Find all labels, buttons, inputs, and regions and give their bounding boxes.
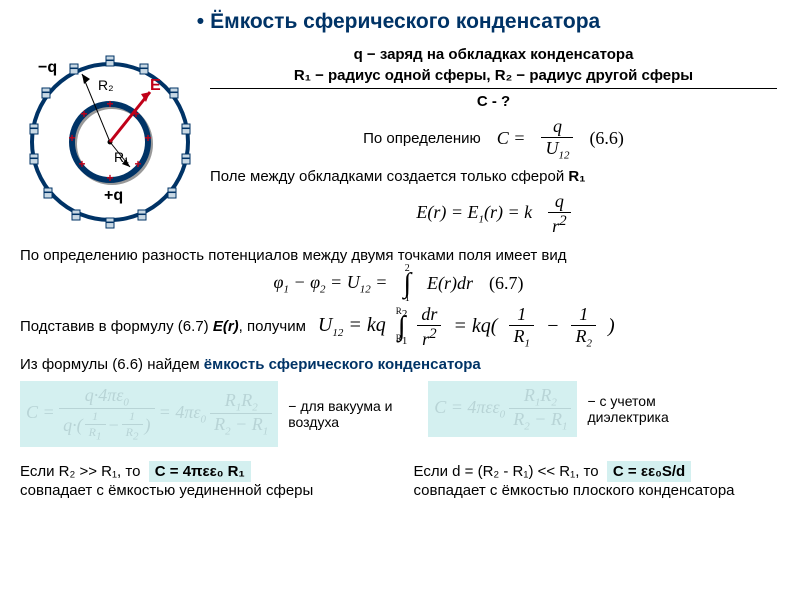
limit-left: Если R₂ >> R₁, то С = 4πεε₀ R₁ совпадает…	[20, 461, 384, 499]
E-of-r: E(r) = E1(r) = k qr2	[210, 191, 777, 237]
potential-def-text: По определению разность потенциалов межд…	[20, 247, 777, 264]
definitions: q − заряд на обкладках конденсатора R₁ −…	[200, 42, 777, 243]
svg-text:−: −	[168, 184, 176, 200]
left-note: совпадает с ёмкостью уединенной сферы	[20, 482, 384, 499]
eq66-num: (6.6)	[589, 128, 624, 149]
svg-text:−: −	[44, 184, 52, 200]
svg-text:R₂: R₂	[98, 77, 114, 93]
vac-label: − для вакуума и воздуха	[288, 398, 398, 430]
diel-label: − с учетом диэлектрика	[587, 393, 687, 425]
svg-text:−: −	[140, 60, 148, 76]
right-result: С = εε₀S/d	[607, 461, 691, 482]
results-row: C = q·4πε0 q·( 1R1 − 1R2 ) = 4πε0 R1R2R2…	[20, 381, 777, 447]
header-row: − − − − − − − − − − − − − − + + + +	[20, 42, 777, 243]
q-def: q − заряд на обкладках конденсатора	[354, 46, 634, 63]
C-formula: C =	[497, 128, 526, 149]
svg-text:−: −	[106, 214, 114, 230]
eq67-num: (6.7)	[489, 273, 524, 294]
capacitor-diagram: − − − − − − − − − − − − − − + + + +	[20, 42, 200, 232]
svg-text:−q: −q	[38, 59, 57, 76]
svg-text:+: +	[132, 107, 139, 121]
field-text: Поле между обкладками создается только с…	[210, 168, 777, 185]
svg-text:−: −	[42, 84, 50, 100]
svg-text:−: −	[70, 60, 78, 76]
subst-row: Подставив в формулу (6.7) E(r), получим …	[20, 304, 777, 350]
bullet-icon: •	[197, 10, 204, 33]
C-dielectric-formula: C = 4πεε0 R1R2R2 − R1	[428, 381, 577, 437]
svg-text:−: −	[30, 120, 38, 136]
svg-text:−: −	[30, 150, 38, 166]
svg-text:R₁: R₁	[114, 149, 129, 165]
svg-text:−: −	[170, 84, 178, 100]
eq-6-7: φ1 − φ2 = U12 = 2∫1 E(r)dr (6.7)	[20, 270, 777, 298]
svg-text:+: +	[106, 171, 113, 185]
by-def-label: По определению	[363, 130, 481, 147]
svg-text:−: −	[72, 206, 80, 222]
C-question: С - ?	[477, 93, 510, 110]
R-def: R₁ − радиус одной сферы, R₂ − радиус дру…	[294, 67, 693, 84]
svg-text:+: +	[78, 157, 85, 171]
svg-text:−: −	[182, 120, 190, 136]
svg-text:+: +	[80, 107, 87, 121]
right-note: совпадает с ёмкостью плоского конденсато…	[414, 482, 778, 499]
title-text: Ёмкость сферического конденсатора	[210, 10, 600, 33]
svg-text:+: +	[68, 131, 75, 145]
left-result: С = 4πεε₀ R₁	[149, 461, 251, 482]
svg-text:−: −	[182, 150, 190, 166]
svg-text:E: E	[150, 77, 161, 94]
svg-text:+: +	[144, 131, 151, 145]
from-66: Из формулы (6.6) найдем ёмкость сферичес…	[20, 356, 777, 373]
svg-text:+q: +q	[104, 187, 123, 204]
divider	[210, 88, 777, 89]
eq-6-6: По определению C = qU12 (6.6)	[210, 116, 777, 162]
C-vacuum-formula: C = q·4πε0 q·( 1R1 − 1R2 ) = 4πε0 R1R2R2…	[20, 381, 278, 447]
svg-text:−: −	[138, 206, 146, 222]
limit-right: Если d = (R₂ - R₁) << R₁, то С = εε₀S/d …	[414, 461, 778, 499]
svg-text:+: +	[106, 97, 113, 111]
svg-text:+: +	[134, 157, 141, 171]
limits-row: Если R₂ >> R₁, то С = 4πεε₀ R₁ совпадает…	[20, 461, 777, 499]
page-title: • Ёмкость сферического конденсатора	[20, 10, 777, 34]
svg-text:−: −	[106, 52, 114, 68]
